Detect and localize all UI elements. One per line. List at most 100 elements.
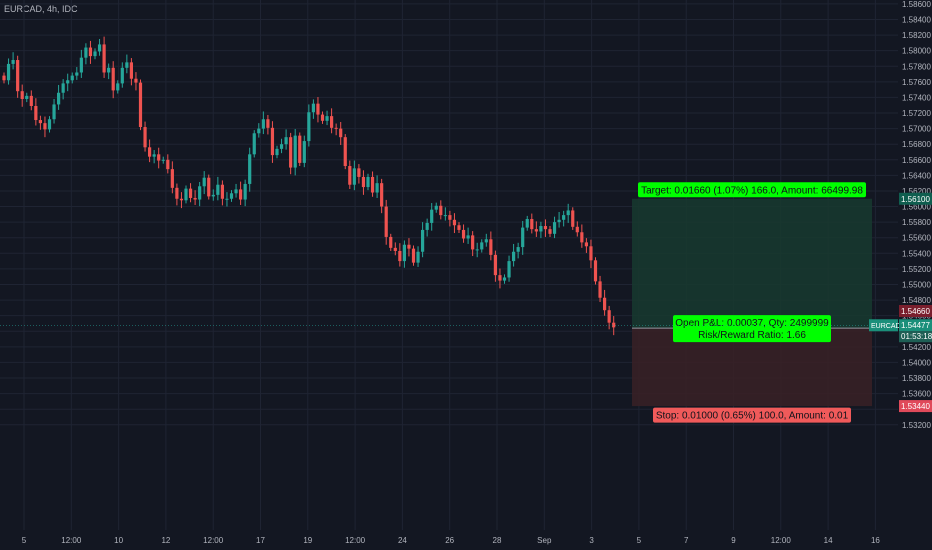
candle-body [120, 67, 124, 84]
candle-body [507, 261, 511, 278]
candle-body [184, 188, 188, 201]
candle-body [188, 188, 193, 198]
candle-body [138, 82, 143, 128]
candle-body [6, 63, 11, 81]
candle-body [43, 123, 47, 130]
candle-body [339, 128, 343, 138]
candle-body [252, 133, 256, 155]
y-tick-label: 1.55000 [902, 280, 931, 289]
y-tick-label: 1.55600 [902, 234, 931, 243]
candle-body [443, 215, 447, 217]
pl-label-bg [673, 315, 831, 343]
candle-body [607, 310, 611, 323]
candle-body [93, 51, 97, 57]
candle-body [352, 168, 356, 185]
pl-label-line2: Risk/Reward Ratio: 1.66 [698, 330, 806, 341]
candle-body [157, 154, 161, 161]
candle-body [530, 219, 534, 230]
candle-body [166, 159, 170, 170]
stop-label-bg [653, 407, 851, 423]
candle-body [448, 215, 452, 220]
candle-body [248, 154, 252, 184]
candle-body [548, 229, 552, 234]
candle-body [512, 251, 516, 262]
candle-body [575, 226, 579, 233]
y-tick-label: 1.58000 [902, 47, 931, 56]
candle-body [298, 135, 302, 163]
target-label-text: Target: 0.01660 (1.07%) 166.0, Amount: 6… [641, 185, 863, 196]
candle-body [466, 235, 470, 239]
candle-body [270, 127, 275, 156]
candle-body [562, 215, 566, 220]
candle-body [107, 67, 111, 73]
symbol-title: EURCAD, 4h, IDC [4, 4, 78, 14]
y-tick-label: 1.58400 [902, 15, 931, 24]
target-label: Target: 0.01660 (1.07%) 166.0, Amount: 6… [638, 182, 866, 198]
candle-body [593, 260, 598, 282]
candle-body [516, 247, 520, 252]
candle-body [275, 148, 279, 156]
candle-body [571, 210, 575, 227]
candle-body [439, 205, 443, 216]
time-axis [0, 530, 932, 550]
candle-body [370, 176, 375, 193]
candle-body [29, 95, 33, 106]
candle-body [357, 168, 361, 177]
candle-body [79, 57, 83, 73]
candle-body [366, 176, 370, 188]
current-price-tag: 1.54477 [901, 321, 930, 330]
candle-body [57, 92, 61, 105]
candle-body [148, 147, 152, 157]
x-tick-label: 12:00 [345, 536, 366, 545]
price-tag-target: 1.56100 [901, 195, 930, 204]
candle-body [75, 72, 79, 76]
candle-body [557, 219, 561, 223]
x-tick-label: 28 [493, 536, 502, 545]
y-tick-label: 1.56200 [902, 187, 931, 196]
candle-body [198, 186, 202, 200]
candle-body [502, 277, 507, 281]
candle-body [348, 166, 352, 185]
y-tick-label: 1.57200 [902, 109, 931, 118]
candle-body [234, 189, 238, 194]
y-tick-label: 1.57400 [902, 93, 931, 102]
candle-body [521, 227, 525, 248]
candle-body [543, 226, 548, 230]
candle-body [343, 137, 347, 167]
candle-body [580, 232, 584, 243]
candle-body [66, 80, 70, 84]
price-tag-stop: 1.53440 [901, 402, 930, 411]
price-tag-target-bg [899, 192, 932, 205]
candle-body [539, 226, 543, 232]
candle-body [584, 242, 588, 247]
candle-body [179, 198, 184, 201]
candle-body [421, 229, 425, 252]
candle-body [361, 176, 366, 188]
x-tick-label: 7 [684, 536, 689, 545]
candle-body [457, 225, 461, 230]
candle-body [243, 183, 247, 200]
y-tick-label: 1.55200 [902, 265, 931, 274]
candle-body [211, 194, 215, 197]
candle-body [307, 112, 311, 142]
candle-body [97, 44, 102, 52]
price-axis [898, 0, 932, 550]
candle-body [589, 246, 593, 261]
candle-body [216, 184, 220, 195]
series-label: EURCAD [871, 323, 901, 330]
x-tick-label: 12:00 [203, 536, 224, 545]
candle-body [407, 244, 411, 249]
candle-body [84, 47, 88, 58]
candle-body [111, 67, 115, 91]
candle-body [398, 250, 402, 262]
series-label-bg [869, 319, 898, 332]
candle-body [152, 154, 156, 157]
candle-body [452, 219, 457, 226]
candle-body [425, 222, 429, 230]
x-tick-label: 5 [637, 536, 642, 545]
candle-body [493, 254, 497, 276]
candle-body [389, 236, 393, 248]
candle-body [411, 248, 416, 263]
y-tick-label: 1.53800 [902, 374, 931, 383]
